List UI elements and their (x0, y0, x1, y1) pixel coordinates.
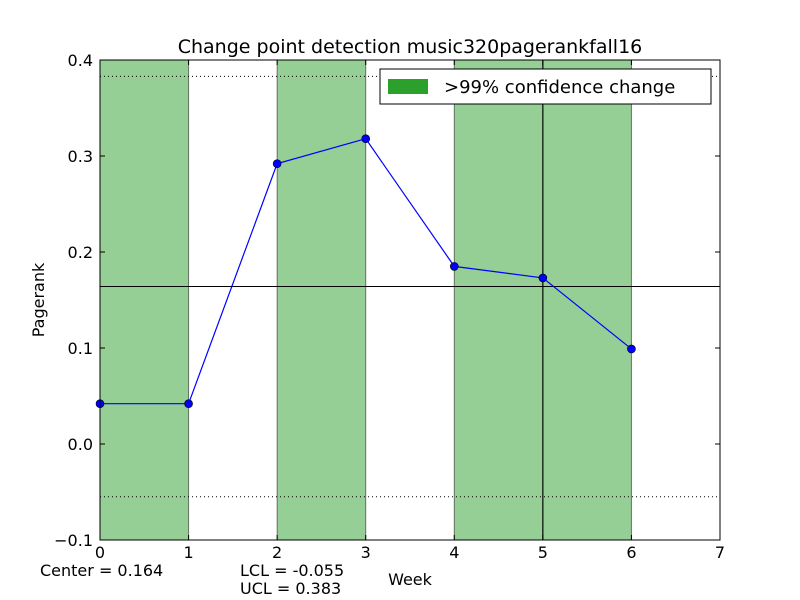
y-tick-label: 0.2 (68, 243, 93, 262)
y-axis-label: Pagerank (29, 262, 48, 337)
data-point-2 (184, 399, 193, 408)
legend-label: >99% confidence change (444, 77, 675, 98)
data-point-4 (361, 134, 371, 144)
change-region-2 (276, 59, 367, 541)
change-region-1 (99, 59, 190, 541)
ucl-stat: UCL = 0.383 (240, 579, 342, 598)
legend-box (379, 68, 712, 105)
legend: >99% confidence change (379, 68, 712, 105)
x-axis-label: Week (388, 570, 433, 589)
chart-title: Change point detection music320pagerankf… (178, 36, 643, 58)
x-tick-label: 7 (715, 543, 725, 562)
x-tick-label: 2 (272, 543, 282, 562)
data-point-7 (627, 344, 636, 354)
x-tick-label: 3 (361, 543, 371, 562)
y-tick-label: −0.1 (54, 531, 93, 550)
data-point-3 (272, 159, 282, 168)
lcl-stat: LCL = -0.055 (240, 561, 345, 580)
y-tick-label: 0.0 (68, 435, 93, 454)
y-tick-label: 0.1 (68, 339, 93, 358)
change-region-3 (453, 59, 544, 541)
y-tick-label: 0.3 (68, 147, 93, 166)
x-tick-label: 6 (626, 543, 636, 562)
plot-area-frame (99, 59, 721, 541)
center-stat: Center = 0.164 (40, 561, 164, 580)
data-point-6 (538, 273, 548, 283)
x-tick-label: 5 (538, 543, 548, 562)
y-tick-label: 0.4 (68, 51, 93, 70)
x-tick-label: 4 (449, 543, 459, 562)
legend-swatch (388, 79, 428, 94)
data-point-5 (449, 262, 459, 271)
change-region-4 (542, 59, 632, 541)
x-tick-label: 1 (183, 543, 193, 562)
x-tick-label: 0 (95, 543, 105, 562)
